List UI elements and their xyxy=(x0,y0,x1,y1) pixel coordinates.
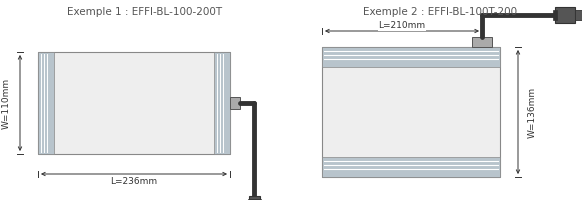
Bar xyxy=(322,47,500,67)
Bar xyxy=(472,37,492,47)
Bar xyxy=(38,52,54,154)
Bar xyxy=(322,157,500,177)
Bar xyxy=(555,7,575,23)
Bar xyxy=(249,196,260,200)
Text: W=136mm: W=136mm xyxy=(527,86,537,138)
Text: L=236mm: L=236mm xyxy=(111,178,158,186)
Bar xyxy=(38,52,230,154)
Text: Exemple 1 : EFFI-BL-100-200T: Exemple 1 : EFFI-BL-100-200T xyxy=(68,7,222,17)
Bar xyxy=(575,10,582,20)
Text: W=110mm: W=110mm xyxy=(2,77,10,129)
Bar xyxy=(247,199,261,200)
Bar xyxy=(553,10,557,20)
Text: L=210mm: L=210mm xyxy=(378,21,425,30)
Bar xyxy=(214,52,230,154)
Text: Exemple 2 : EFFI-BL-100T-200: Exemple 2 : EFFI-BL-100T-200 xyxy=(363,7,517,17)
Bar xyxy=(322,47,500,177)
Bar xyxy=(230,97,240,109)
